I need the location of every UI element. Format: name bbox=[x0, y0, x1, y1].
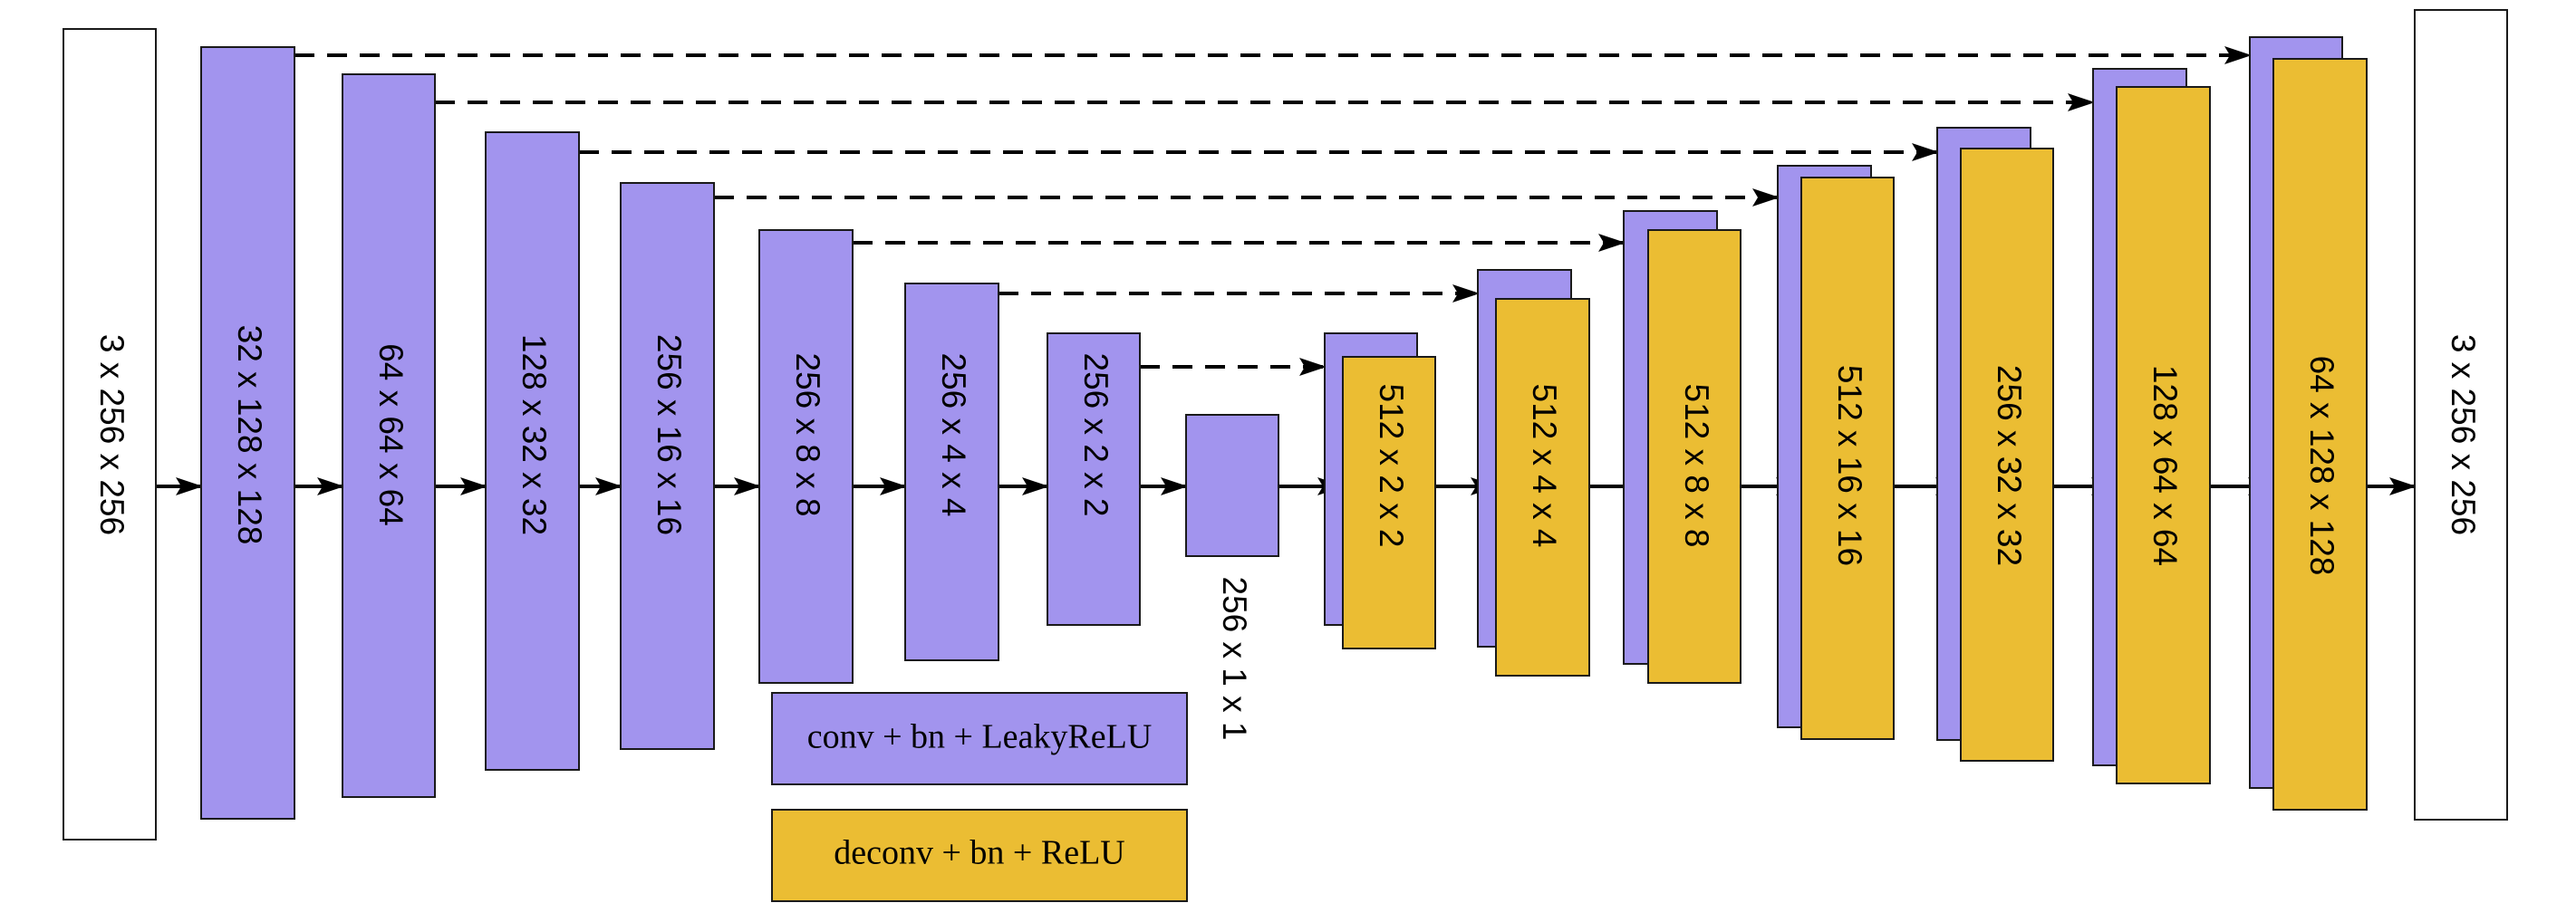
encoder-label-4: 256 x 16 x 16 bbox=[651, 334, 688, 535]
decoder-label-7: 64 x 128 x 128 bbox=[2303, 356, 2340, 576]
decoder-block-7 bbox=[2272, 58, 2368, 811]
decoder-block-3 bbox=[1647, 229, 1741, 684]
legend: conv + bn + LeakyReLU deconv + bn + ReLU bbox=[771, 692, 1188, 902]
legend-decoder-text: deconv + bn + ReLU bbox=[834, 834, 1124, 872]
encoder-label-5: 256 x 8 x 8 bbox=[789, 352, 826, 516]
encoder-blocks: 32 x 128 x 128 64 x 64 x 64 128 x 32 x 3… bbox=[200, 46, 1141, 820]
encoder-block-2 bbox=[342, 73, 436, 798]
decoder-label-2: 512 x 4 x 4 bbox=[1526, 383, 1563, 547]
decoder-block-5 bbox=[1960, 148, 2054, 762]
encoder-label-7: 256 x 2 x 2 bbox=[1077, 352, 1114, 516]
decoder-label-3: 512 x 8 x 8 bbox=[1678, 383, 1715, 547]
output-block bbox=[2414, 9, 2508, 821]
encoder-block-7 bbox=[1047, 332, 1141, 626]
skip-connections bbox=[294, 46, 2252, 376]
bottleneck-label: 256 x 1 x 1 bbox=[1216, 576, 1253, 740]
encoder-label-6: 256 x 4 x 4 bbox=[935, 352, 972, 516]
decoder-label-1: 512 x 2 x 2 bbox=[1373, 383, 1410, 547]
output-label: 3 x 256 x 256 bbox=[2445, 334, 2482, 535]
encoder-block-4 bbox=[620, 182, 715, 750]
bottleneck-block bbox=[1185, 414, 1279, 557]
encoder-label-2: 64 x 64 x 64 bbox=[372, 343, 410, 526]
encoder-block-3 bbox=[485, 131, 580, 771]
decoder-label-6: 128 x 64 x 64 bbox=[2147, 365, 2184, 566]
decoder-block-6 bbox=[2116, 86, 2211, 784]
decoder-blocks: 512 x 2 x 2 512 x 4 x 4 512 x 8 x 8 512 … bbox=[1324, 36, 2368, 811]
decoder-block-1 bbox=[1342, 356, 1436, 649]
legend-encoder-text: conv + bn + LeakyReLU bbox=[807, 718, 1153, 756]
decoder-block-4 bbox=[1800, 177, 1895, 740]
input-block bbox=[63, 28, 157, 841]
encoder-block-6 bbox=[904, 283, 999, 661]
encoder-block-5 bbox=[758, 229, 854, 684]
input-label: 3 x 256 x 256 bbox=[93, 334, 130, 535]
decoder-label-5: 256 x 32 x 32 bbox=[1991, 365, 2028, 566]
decoder-label-4: 512 x 16 x 16 bbox=[1831, 365, 1868, 566]
encoder-label-3: 128 x 32 x 32 bbox=[516, 334, 553, 535]
encoder-block-1 bbox=[200, 46, 295, 820]
encoder-label-1: 32 x 128 x 128 bbox=[231, 325, 268, 545]
legend-encoder-swatch bbox=[771, 692, 1188, 785]
decoder-block-2 bbox=[1495, 298, 1590, 677]
legend-decoder-swatch bbox=[771, 809, 1188, 902]
